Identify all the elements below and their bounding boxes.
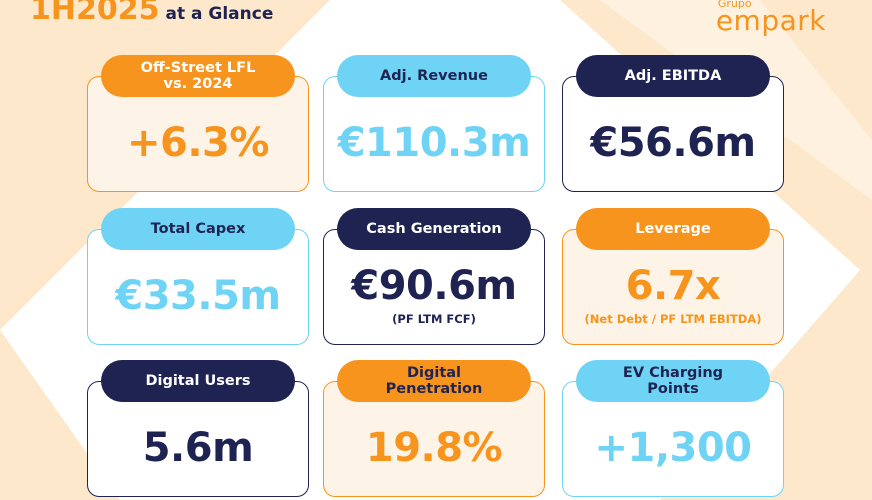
- card: Digital Penetration 19.8%: [323, 360, 545, 497]
- card-label: Digital Users: [101, 360, 295, 402]
- card-label: Leverage: [576, 208, 770, 250]
- card: Cash Generation €90.6m (PF LTM FCF): [323, 208, 545, 345]
- logo-name: empark: [715, 4, 826, 37]
- card: Off-Street LFL vs. 2024 +6.3%: [87, 55, 309, 192]
- card-label: Off-Street LFL vs. 2024: [101, 55, 295, 97]
- card-value: +1,300: [594, 425, 752, 471]
- logo: Grupo empark: [716, 0, 826, 37]
- card-value: €33.5m: [115, 273, 281, 319]
- card-label: Cash Generation: [337, 208, 531, 250]
- card-value: 19.8%: [365, 425, 503, 471]
- card: Digital Users 5.6m: [87, 360, 309, 497]
- card-label: Digital Penetration: [337, 360, 531, 402]
- card: Leverage 6.7x (Net Debt / PF LTM EBITDA): [562, 208, 784, 345]
- card: Adj. EBITDA €56.6m: [562, 55, 784, 192]
- card-value: +6.3%: [127, 120, 269, 166]
- card: EV Charging Points +1,300: [562, 360, 784, 497]
- card: Adj. Revenue €110.3m: [323, 55, 545, 192]
- title: 1H2025 at a Glance: [30, 0, 273, 27]
- card-value: €90.6m: [351, 263, 517, 309]
- card-note: (Net Debt / PF LTM EBITDA): [584, 312, 762, 326]
- card-value: 6.7x: [625, 263, 721, 309]
- card-label: Total Capex: [101, 208, 295, 250]
- card-note: (PF LTM FCF): [392, 312, 476, 326]
- card-label: EV Charging Points: [576, 360, 770, 402]
- card-label: Adj. Revenue: [337, 55, 531, 97]
- title-sub: at a Glance: [165, 4, 274, 24]
- card-value: €56.6m: [590, 120, 756, 166]
- card-value: €110.3m: [337, 120, 531, 166]
- card-value: 5.6m: [142, 425, 254, 471]
- title-main: 1H2025: [30, 0, 160, 27]
- card-label: Adj. EBITDA: [576, 55, 770, 97]
- card: Total Capex €33.5m: [87, 208, 309, 345]
- logo-prefix: Grupo: [717, 0, 752, 10]
